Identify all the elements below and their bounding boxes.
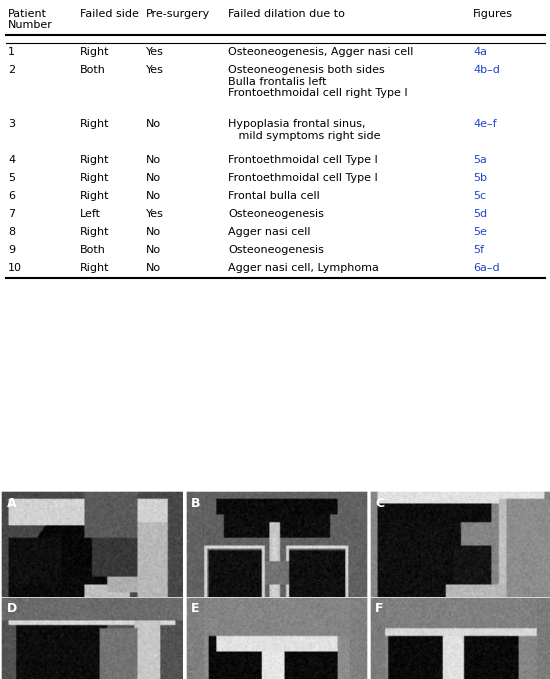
Text: Osteoneogenesis: Osteoneogenesis — [228, 244, 324, 255]
Text: Left: Left — [80, 208, 101, 219]
Text: No: No — [146, 119, 161, 129]
Text: Right: Right — [80, 191, 109, 201]
Text: No: No — [146, 227, 161, 237]
Text: Frontal bulla cell: Frontal bulla cell — [228, 191, 320, 201]
Text: 5e: 5e — [473, 227, 487, 237]
Text: Agger nasi cell, Lymphoma: Agger nasi cell, Lymphoma — [228, 263, 379, 272]
Text: No: No — [146, 263, 161, 272]
Text: Both: Both — [80, 65, 106, 75]
Text: Figures: Figures — [473, 9, 513, 19]
Text: Frontoethmoidal cell Type I: Frontoethmoidal cell Type I — [228, 155, 378, 165]
Text: Right: Right — [80, 263, 109, 272]
Text: Failed side: Failed side — [80, 9, 139, 19]
Text: Patient
Number: Patient Number — [8, 9, 53, 31]
Text: B: B — [191, 497, 201, 510]
Text: No: No — [146, 155, 161, 165]
Text: Pre-surgery: Pre-surgery — [146, 9, 210, 19]
Text: F: F — [375, 602, 384, 615]
Text: 7: 7 — [8, 208, 15, 219]
Text: Right: Right — [80, 48, 109, 57]
Text: 4: 4 — [8, 155, 15, 165]
Text: 6: 6 — [8, 191, 15, 201]
Text: 8: 8 — [8, 227, 15, 237]
Text: 3: 3 — [8, 119, 15, 129]
Text: Right: Right — [80, 119, 109, 129]
Text: Osteoneogenesis: Osteoneogenesis — [228, 208, 324, 219]
Text: D: D — [7, 602, 17, 615]
Text: No: No — [146, 173, 161, 183]
Text: 6a–d: 6a–d — [473, 263, 499, 272]
Text: 4a: 4a — [473, 48, 487, 57]
Text: Right: Right — [80, 227, 109, 237]
Text: Yes: Yes — [146, 208, 164, 219]
Text: 10: 10 — [8, 263, 22, 272]
Text: Hypoplasia frontal sinus,
   mild symptoms right side: Hypoplasia frontal sinus, mild symptoms … — [228, 119, 381, 141]
Text: 4b–d: 4b–d — [473, 65, 500, 75]
Text: No: No — [146, 244, 161, 255]
Text: 5a: 5a — [473, 155, 487, 165]
Text: Osteoneogenesis both sides
Bulla frontalis left
Frontoethmoidal cell right Type : Osteoneogenesis both sides Bulla frontal… — [228, 65, 408, 98]
Text: 9: 9 — [8, 244, 15, 255]
Text: 5f: 5f — [473, 244, 484, 255]
Text: Both: Both — [80, 244, 106, 255]
Text: C: C — [375, 497, 384, 510]
Text: 5d: 5d — [473, 208, 487, 219]
Text: E: E — [191, 602, 200, 615]
Text: Right: Right — [80, 155, 109, 165]
Text: Osteoneogenesis, Agger nasi cell: Osteoneogenesis, Agger nasi cell — [228, 48, 414, 57]
Text: Failed dilation due to: Failed dilation due to — [228, 9, 345, 19]
Text: Yes: Yes — [146, 48, 164, 57]
Text: 5b: 5b — [473, 173, 487, 183]
Text: Right: Right — [80, 173, 109, 183]
Text: A: A — [7, 497, 16, 510]
Text: Yes: Yes — [146, 65, 164, 75]
Text: 4e–f: 4e–f — [473, 119, 497, 129]
Text: 5c: 5c — [473, 191, 486, 201]
Text: Frontoethmoidal cell Type I: Frontoethmoidal cell Type I — [228, 173, 378, 183]
Text: 5: 5 — [8, 173, 15, 183]
Text: Agger nasi cell: Agger nasi cell — [228, 227, 311, 237]
Text: 2: 2 — [8, 65, 15, 75]
Text: No: No — [146, 191, 161, 201]
Text: 1: 1 — [8, 48, 15, 57]
